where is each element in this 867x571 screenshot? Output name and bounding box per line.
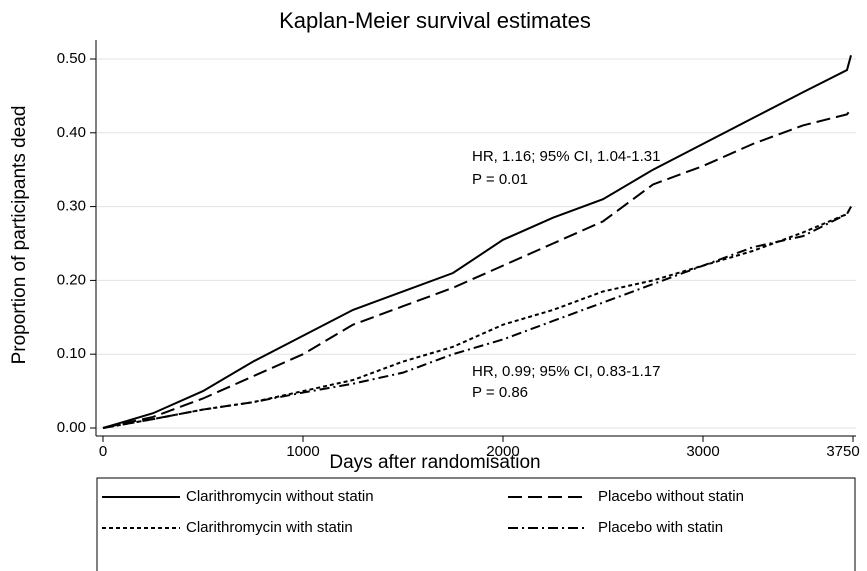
annotation: P = 0.01	[472, 171, 528, 188]
y-tick-label: 0.30	[57, 198, 86, 215]
x-tick-label: 1000	[286, 443, 319, 460]
survival-curve	[102, 55, 852, 429]
x-tick-label: 3750	[826, 443, 859, 460]
x-axis-title: Days after randomisation	[329, 452, 540, 473]
y-tick-label: 0.40	[57, 124, 86, 141]
y-axis-title: Proportion of participants dead	[9, 106, 30, 365]
chart-title: Kaplan-Meier survival estimates	[279, 8, 591, 33]
legend-label: Placebo with statin	[598, 519, 723, 536]
annotation: P = 0.86	[472, 384, 528, 401]
legend-box	[96, 477, 856, 571]
annotation: HR, 1.16; 95% CI, 1.04-1.31	[472, 148, 660, 165]
legend-label: Clarithromycin with statin	[186, 519, 353, 536]
y-tick-label: 0.10	[57, 345, 86, 362]
survival-curve	[102, 206, 852, 429]
x-tick-label: 0	[99, 443, 107, 460]
x-tick-label: 3000	[686, 443, 719, 460]
y-tick-label: 0.20	[57, 271, 86, 288]
y-tick-label: 0.00	[57, 419, 86, 436]
y-tick-label: 0.50	[57, 50, 86, 67]
annotation: HR, 0.99; 95% CI, 0.83-1.17	[472, 363, 660, 380]
legend-label: Placebo without statin	[598, 488, 744, 505]
survival-curve	[102, 108, 852, 429]
x-tick-label: 2000	[486, 443, 519, 460]
legend-label: Clarithromycin without statin	[186, 488, 374, 505]
